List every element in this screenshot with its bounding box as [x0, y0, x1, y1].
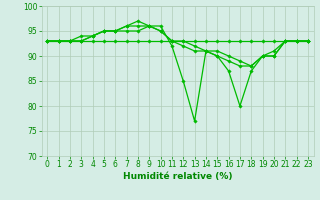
- X-axis label: Humidité relative (%): Humidité relative (%): [123, 172, 232, 181]
